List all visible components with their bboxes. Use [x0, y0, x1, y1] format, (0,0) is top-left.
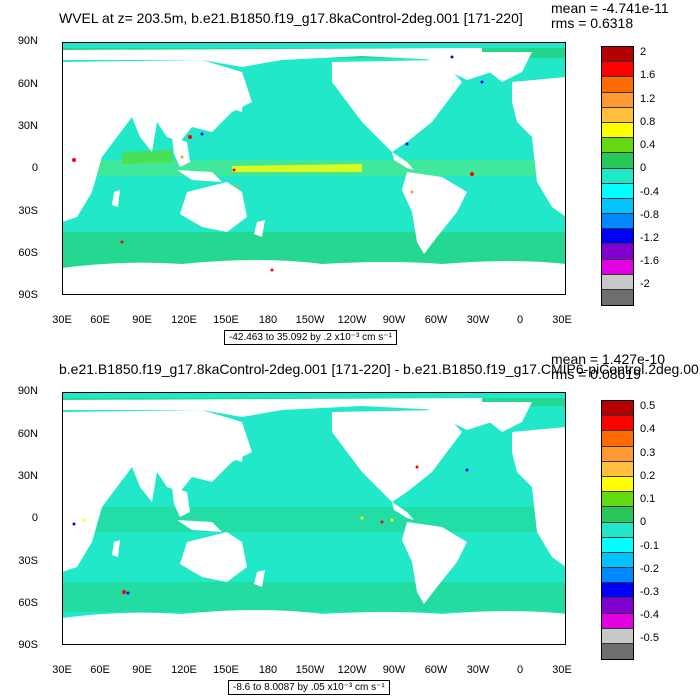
lat-label: 60S	[18, 597, 38, 609]
lat-label: 30S	[18, 205, 38, 217]
colorbar-label: 1.2	[640, 93, 656, 105]
rms-stat: rms = 0.6318	[551, 15, 634, 31]
colorbar	[601, 400, 634, 661]
colorbar-label: 2	[640, 46, 647, 58]
colorbar-label: -0.3	[640, 586, 659, 598]
lon-label: 120E	[171, 664, 197, 676]
lon-label: 90W	[382, 664, 406, 676]
colorbar-label: -0.4	[640, 186, 659, 198]
panel-bottom: b.e21.B1850.f19_g17.8kaControl-2deg.001 …	[0, 350, 700, 700]
lon-label: 120W	[337, 314, 367, 326]
colorbar-label: 0.2	[640, 470, 656, 482]
map-plot	[62, 392, 566, 645]
lat-label: 90S	[18, 639, 38, 651]
lon-label: 150W	[295, 314, 325, 326]
lat-label: 0	[31, 512, 38, 524]
lon-label: 90E	[132, 314, 152, 326]
colorbar-label: -0.4	[640, 609, 659, 621]
lon-label: 60E	[90, 664, 110, 676]
lat-label: 30S	[18, 555, 38, 567]
contour-range-label: -42.463 to 35.092 by .2 x10⁻³ cm s⁻¹	[224, 330, 397, 345]
lat-label: 30N	[17, 120, 38, 132]
lat-label: 60S	[18, 247, 38, 259]
map-plot	[62, 42, 566, 295]
lon-label: 30E	[552, 664, 572, 676]
lon-label: 90E	[132, 664, 152, 676]
colorbar-label: 0.1	[640, 493, 656, 505]
mean-stat: mean = 1.427e-10	[551, 351, 666, 367]
map-title: WVEL at z= 203.5m, b.e21.B1850.f19_g17.8…	[59, 10, 523, 26]
colorbar-label: -0.5	[640, 632, 659, 644]
lon-label: 0	[516, 314, 524, 326]
lon-label: 150E	[213, 664, 239, 676]
lon-label: 180	[258, 314, 278, 326]
lon-label: 30W	[466, 314, 490, 326]
contour-range-label: -8.6 to 8.0087 by .05 x10⁻³ cm s⁻¹	[228, 680, 390, 695]
colorbar-label: 0.4	[640, 139, 656, 151]
colorbar-label: 1.6	[640, 69, 656, 81]
colorbar-label: -0.1	[640, 540, 659, 552]
colorbar-label: -2	[640, 278, 650, 290]
colorbar-label: 0	[640, 162, 647, 174]
lon-label: 30W	[466, 664, 490, 676]
lat-label: 90N	[17, 35, 38, 47]
lon-label: 120E	[171, 314, 197, 326]
colorbar-label: -1.6	[640, 255, 659, 267]
colorbar-label: 0.8	[640, 116, 656, 128]
panel-top: WVEL at z= 203.5m, b.e21.B1850.f19_g17.8…	[17, 0, 669, 345]
lon-label: 0	[516, 664, 524, 676]
lat-label: 0	[31, 162, 38, 174]
colorbar-label: 0.4	[640, 423, 656, 435]
rms-stat: rms = 0.08619	[551, 366, 641, 382]
lat-label: 90N	[17, 385, 38, 397]
lat-label: 90S	[18, 289, 38, 301]
colorbar-label: 0.5	[640, 400, 656, 412]
lon-label: 30E	[552, 314, 572, 326]
lon-label: 150W	[295, 664, 325, 676]
lat-label: 30N	[17, 470, 38, 482]
colorbar-label: -1.2	[640, 232, 659, 244]
lon-label: 30E	[52, 664, 72, 676]
lon-label: 180	[258, 664, 278, 676]
lat-label: 60N	[17, 428, 38, 440]
colorbar-label: -0.2	[640, 563, 659, 575]
lon-label: 150E	[213, 314, 239, 326]
lon-label: 60W	[424, 314, 448, 326]
lon-label: 60W	[424, 664, 448, 676]
map-title: b.e21.B1850.f19_g17.8kaControl-2deg.001 …	[59, 361, 700, 377]
lat-label: 60N	[17, 78, 38, 90]
lon-label: 60E	[90, 314, 110, 326]
lon-label: 120W	[337, 664, 367, 676]
colorbar-label: -0.8	[640, 209, 659, 221]
colorbar-label: 0.3	[640, 447, 656, 459]
mean-stat: mean = -4.741e-11	[551, 0, 669, 16]
colorbar-label: 0	[640, 516, 647, 528]
lon-label: 30E	[52, 314, 72, 326]
colorbar	[601, 46, 634, 307]
lon-label: 90W	[382, 314, 406, 326]
